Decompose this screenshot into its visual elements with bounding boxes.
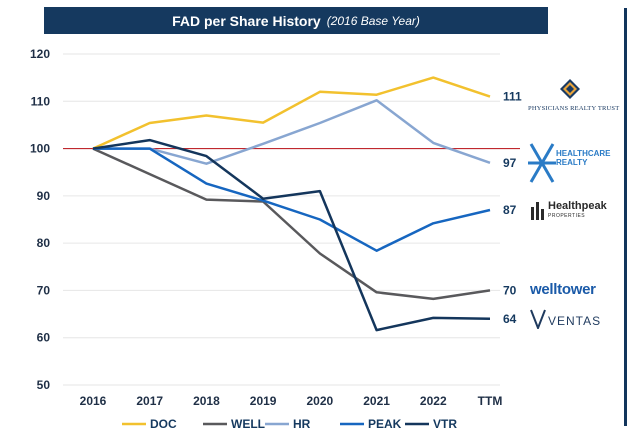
legend-label-peak: PEAK	[368, 417, 402, 431]
healthpeak-logo: Healthpeak PROPERTIES	[530, 199, 620, 225]
x-tick-label: 2021	[363, 394, 390, 408]
y-tick-label: 70	[37, 283, 51, 297]
series-line-peak	[93, 147, 491, 252]
legend-label-doc: DOC	[150, 417, 177, 431]
ventas-mark-icon	[530, 309, 546, 329]
x-tick-label: 2016	[80, 394, 107, 408]
healthcare-realty-logo: HEALTHCARE REALTY	[528, 140, 614, 186]
physicians-logo-text: PHYSICIANS REALTY TRUST	[528, 105, 620, 112]
x-tick-label: 2017	[136, 394, 163, 408]
chart-title: FAD per Share History	[172, 12, 321, 29]
y-tick-label: 120	[30, 47, 50, 61]
welltower-logo: welltower	[530, 281, 596, 298]
y-tick-label: 60	[37, 331, 51, 345]
healthpeak-sub: PROPERTIES	[548, 213, 586, 219]
x-tick-label: 2018	[193, 394, 220, 408]
series-line-vtr	[92, 138, 491, 332]
x-tick-label: TTM	[478, 394, 503, 408]
y-tick-label: 80	[37, 236, 51, 250]
series-lines	[92, 76, 491, 332]
y-tick-label: 50	[37, 378, 51, 392]
chart-title-bar: FAD per Share History (2016 Base Year)	[44, 7, 548, 34]
x-tick-label: 2020	[307, 394, 334, 408]
legend-label-hr: HR	[293, 417, 311, 431]
x-tick-label: 2019	[250, 394, 277, 408]
x-axis: 2016 2017 2018 2019 2020 2021 2022 TTM	[80, 394, 503, 408]
legend-label-well: WELL	[231, 417, 265, 431]
legend: DOC WELL HR PEAK VTR	[122, 417, 457, 431]
y-tick-label: 110	[31, 94, 51, 108]
series-line-hr	[93, 99, 491, 165]
series-line-well	[92, 147, 491, 301]
chart-subtitle: (2016 Base Year)	[326, 13, 420, 28]
series-line-doc	[92, 76, 491, 150]
y-axis: 50 60 70 80 90 100 110 120	[30, 47, 50, 392]
end-labels: 111 70 97 87 64	[503, 90, 522, 326]
y-tick-label: 90	[37, 189, 51, 203]
ventas-logo: VENTAS	[530, 309, 620, 331]
end-label-doc: 111	[503, 90, 522, 104]
legend-label-vtr: VTR	[433, 417, 457, 431]
end-label-vtr: 64	[503, 312, 517, 326]
peak-bars-icon	[531, 202, 544, 220]
ventas-text: VENTAS	[548, 314, 602, 328]
healthpeak-name: Healthpeak	[548, 200, 607, 212]
y-tick-label: 100	[30, 142, 50, 156]
end-label-well: 70	[503, 283, 517, 297]
end-label-peak: 87	[503, 203, 517, 217]
star-burst-icon	[528, 143, 556, 183]
healthcare-realty-text: HEALTHCARE REALTY	[556, 149, 611, 167]
x-tick-label: 2022	[420, 394, 447, 408]
right-divider	[624, 8, 627, 426]
physicians-realty-logo: PHYSICIANS REALTY TRUST	[528, 78, 620, 112]
diamond-icon	[560, 79, 580, 99]
end-label-hr: 97	[503, 156, 517, 170]
